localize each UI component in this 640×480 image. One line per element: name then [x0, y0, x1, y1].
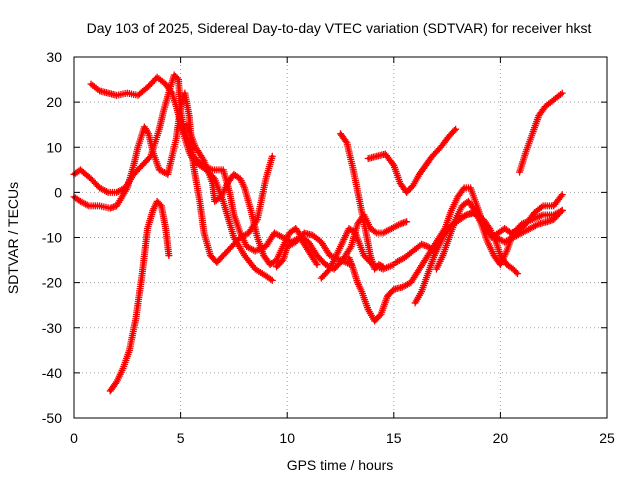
series-arc-8: [337, 130, 387, 273]
series-arc-2: [106, 197, 173, 395]
data-point: [165, 252, 173, 260]
data-point: [268, 276, 276, 284]
x-tick-label: 10: [279, 430, 295, 446]
y-tick-label: -40: [42, 365, 62, 381]
data-point: [267, 275, 275, 283]
series-arc-7: [317, 224, 398, 282]
data-point: [513, 270, 521, 278]
data-point: [268, 152, 276, 160]
data-point: [371, 228, 379, 236]
data-point: [378, 262, 386, 270]
y-tick-label: 30: [46, 49, 62, 65]
data-point: [379, 263, 387, 271]
series-arc-10: [364, 125, 460, 196]
series-line: [366, 127, 458, 194]
data-point: [558, 89, 566, 97]
x-tick-label: 15: [386, 430, 402, 446]
plot-frame: [73, 56, 608, 419]
y-tick-label: -10: [42, 230, 62, 246]
y-tick-label: 0: [54, 184, 62, 200]
y-tick-label: 10: [46, 139, 62, 155]
series-arc-4: [70, 71, 321, 269]
chart-title: Day 103 of 2025, Sidereal Day-to-day VTE…: [87, 20, 592, 36]
data-point: [450, 127, 458, 135]
series-arc-13: [432, 197, 566, 273]
x-tick-label: 5: [177, 430, 185, 446]
x-tick-label: 25: [599, 430, 615, 446]
series-line: [347, 186, 564, 323]
data-point: [173, 74, 181, 82]
data-point: [558, 191, 566, 199]
y-axis-label: SDTVAR / TECUs: [5, 182, 21, 294]
grid: [74, 57, 607, 418]
data-point: [313, 261, 321, 269]
data-point: [459, 185, 467, 193]
x-tick-label: 20: [493, 430, 509, 446]
series-layer: [70, 71, 566, 395]
y-tick-label: -50: [42, 410, 62, 426]
data-point: [452, 125, 460, 133]
y-tick-label: 20: [46, 94, 62, 110]
data-point: [557, 192, 565, 200]
x-tick-label: 0: [70, 430, 78, 446]
data-point: [389, 160, 397, 168]
series-arc-9: [345, 184, 566, 325]
x-axis-label: GPS time / hours: [287, 457, 394, 473]
data-point: [156, 200, 164, 208]
axis-ticks: 0 5 10 15 20 25 -50 -40 -30 -20 -10 0 10 20 30: [42, 49, 615, 446]
data-point: [145, 154, 153, 162]
data-point: [558, 206, 566, 214]
y-tick-label: -30: [42, 320, 62, 336]
series-arc-14: [516, 89, 566, 176]
series-arc-5: [183, 121, 411, 273]
data-point: [512, 268, 520, 276]
data-point: [342, 137, 350, 145]
y-tick-label: -20: [42, 275, 62, 291]
data-point: [403, 218, 411, 226]
